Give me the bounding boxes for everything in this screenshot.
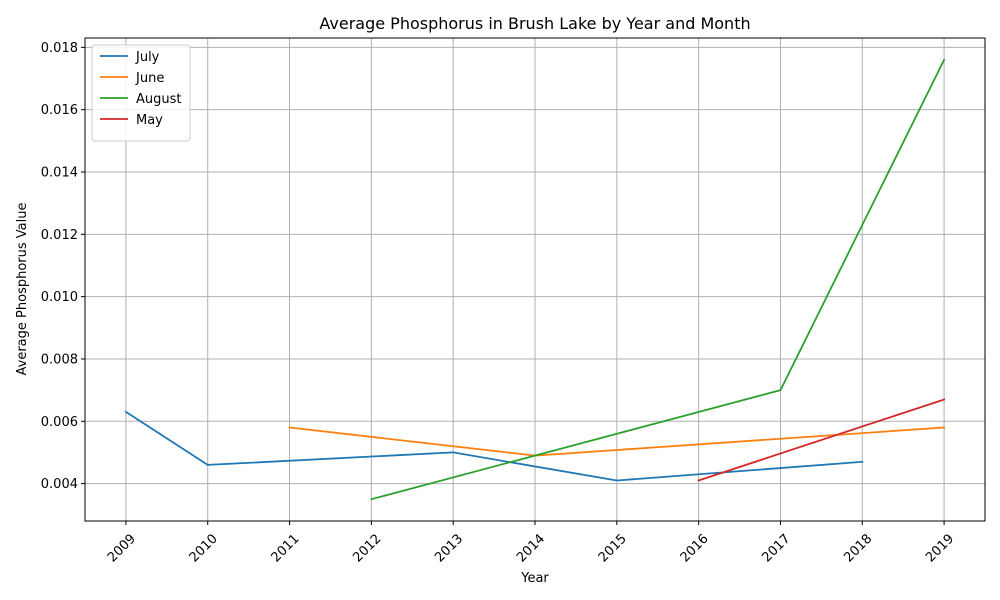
y-tick-label: 0.014 [41,165,78,180]
series-line-july [124,410,864,482]
series-lines [124,58,946,501]
x-axis-title: Year [520,571,549,586]
legend-label: May [136,113,163,128]
y-tick-label: 0.016 [41,103,78,118]
legend-label: June [135,71,164,86]
y-tick-label: 0.018 [41,41,78,56]
legend-label: August [136,92,182,107]
y-axis-title: Average Phosphorus Value [15,203,30,376]
chart-title: Average Phosphorus in Brush Lake by Year… [319,14,750,33]
series-line-may [697,398,946,482]
y-tick-label: 0.006 [41,415,78,430]
grid-lines [85,38,985,521]
y-axis-ticks: 0.004 0.006 0.008 0.010 0.012 0.014 0.016 0.018 [41,41,85,492]
legend: July June August May [91,44,191,142]
y-tick-label: 0.010 [41,290,78,305]
y-tick-label: 0.012 [41,228,78,243]
y-tick-label: 0.008 [41,352,78,367]
y-tick-label: 0.004 [41,477,78,492]
series-line-august [370,58,946,501]
legend-box [91,44,191,142]
legend-label: July [135,50,160,65]
